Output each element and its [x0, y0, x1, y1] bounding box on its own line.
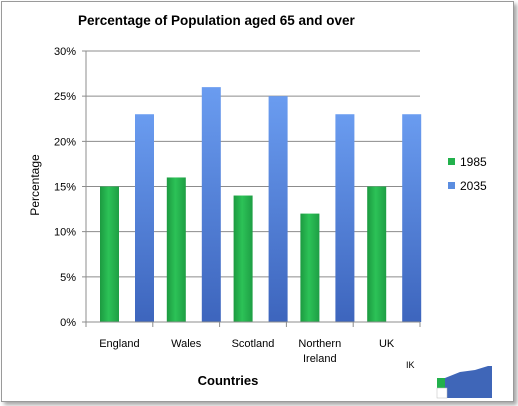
y-tick-label: 20% — [54, 136, 76, 148]
bar-1985-wales — [166, 177, 186, 322]
y-tick-label: 15% — [54, 182, 76, 194]
y-tick-label: 5% — [60, 272, 76, 284]
legend-label-2035: 2035 — [460, 179, 487, 193]
bar-2035-northern-ireland — [335, 114, 355, 322]
y-tick-label: 0% — [60, 317, 76, 329]
corner-thumbnail — [436, 366, 492, 399]
bars — [100, 87, 422, 323]
y-tick-label: 25% — [54, 91, 76, 103]
y-tick-label: 30% — [54, 46, 76, 58]
bar-1985-uk — [367, 186, 387, 322]
bar-1985-england — [100, 186, 119, 322]
legend-swatch-2035 — [448, 182, 455, 189]
bar-2035-uk — [402, 114, 422, 322]
x-axis — [85, 51, 421, 327]
legend-label-1985: 1985 — [460, 155, 487, 169]
chart-title: Percentage of Population aged 65 and ove… — [78, 13, 356, 28]
legend: 1985 2035 — [448, 155, 487, 193]
legend-swatch-1985 — [448, 158, 455, 165]
y-tick-label: 10% — [54, 227, 76, 239]
stray-label: IK — [406, 360, 415, 370]
bar-1985-scotland — [233, 195, 253, 322]
x-axis-label: Countries — [198, 373, 259, 388]
bar-2035-england — [135, 114, 154, 322]
bar-2035-scotland — [268, 96, 288, 323]
x-tick-label: Northern Ireland — [298, 338, 341, 365]
y-tick-labels: 0% 5% 10% 15% 20% 25% 30% — [54, 46, 76, 329]
y-axis-label: Percentage — [28, 154, 42, 216]
bar-2035-wales — [201, 87, 221, 322]
x-tick-label: Scotland — [232, 338, 275, 350]
x-tick-label: UK — [379, 338, 395, 350]
x-tick-label: England — [99, 338, 139, 350]
bar-1985-northern-ireland — [300, 213, 320, 322]
x-tick-label: Wales — [171, 338, 202, 350]
x-category-labels: England Wales Scotland Northern Ireland UK — [99, 338, 395, 365]
